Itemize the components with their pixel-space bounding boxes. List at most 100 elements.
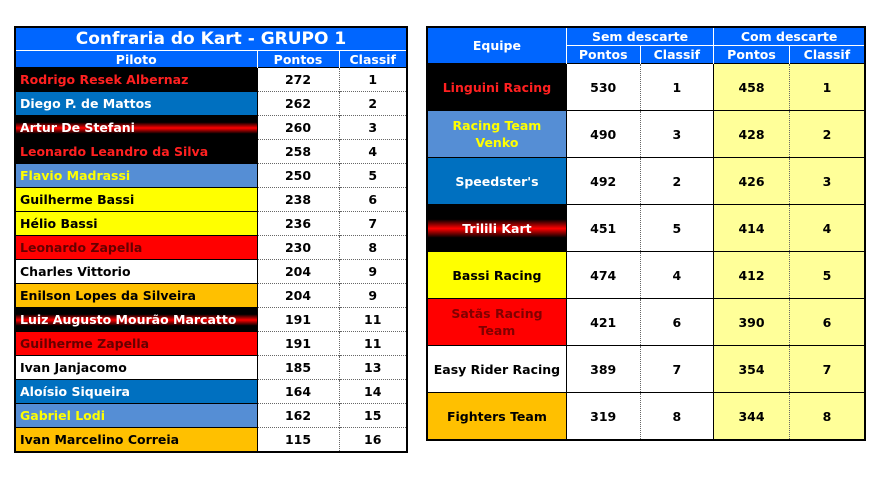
header-piloto: Piloto <box>15 50 257 68</box>
team-com-rank: 7 <box>789 345 865 393</box>
driver-row: Luiz Augusto Mourão Marcatto 191 11 <box>15 307 407 332</box>
driver-name: Diego P. de Mattos <box>15 91 258 116</box>
team-sem-rank: 7 <box>640 345 715 393</box>
header-classif: Classif <box>338 50 407 68</box>
driver-row: Diego P. de Mattos 262 2 <box>15 91 407 116</box>
team-com-rank: 3 <box>789 157 865 205</box>
driver-rank: 7 <box>339 211 407 236</box>
team-com-points: 428 <box>713 110 790 158</box>
driver-points: 250 <box>257 163 340 188</box>
driver-name: Hélio Bassi <box>15 211 258 236</box>
driver-row: Flavio Madrassi 250 5 <box>15 163 407 188</box>
driver-points: 236 <box>257 211 340 236</box>
team-name: Trilili Kart <box>427 204 567 252</box>
driver-points: 191 <box>257 331 340 356</box>
drivers-table-title: Confraria do Kart - GRUPO 1 <box>15 27 407 51</box>
team-com-points: 344 <box>713 392 790 440</box>
driver-name: Ivan Marcelino Correia <box>15 427 258 452</box>
team-name: Fighters Team <box>427 392 567 440</box>
driver-points: 204 <box>257 259 340 284</box>
driver-rank: 11 <box>339 331 407 356</box>
driver-points: 230 <box>257 235 340 260</box>
driver-row: Guilherme Bassi 238 6 <box>15 187 407 212</box>
driver-name: Flavio Madrassi <box>15 163 258 188</box>
driver-name: Rodrigo Resek Albernaz <box>15 67 258 92</box>
team-name: Racing Team Venko <box>427 110 567 158</box>
team-sem-rank: 1 <box>640 63 715 111</box>
driver-rank: 13 <box>339 355 407 380</box>
header-com-descarte: Com descarte <box>713 27 865 46</box>
header-com-classif: Classif <box>788 45 865 64</box>
driver-points: 115 <box>257 427 340 452</box>
team-sem-points: 492 <box>566 157 641 205</box>
drivers-standings-table: Confraria do Kart - GRUPO 1 Piloto Ponto… <box>14 26 408 453</box>
driver-row: Leonardo Leandro da Silva 258 4 <box>15 139 407 164</box>
driver-points: 164 <box>257 379 340 404</box>
driver-row: Charles Vittorio 204 9 <box>15 259 407 284</box>
driver-rank: 14 <box>339 379 407 404</box>
driver-name: Guilherme Bassi <box>15 187 258 212</box>
driver-row: Aloísio Siqueira 164 14 <box>15 379 407 404</box>
driver-rank: 16 <box>339 427 407 452</box>
team-sem-rank: 5 <box>640 204 715 252</box>
team-com-points: 354 <box>713 345 790 393</box>
team-sem-rank: 8 <box>640 392 715 440</box>
driver-name: Gabriel Lodi <box>15 403 258 428</box>
team-com-points: 458 <box>713 63 790 111</box>
driver-rank: 3 <box>339 115 407 140</box>
driver-rank: 5 <box>339 163 407 188</box>
driver-name: Enilson Lopes da Silveira <box>15 283 258 308</box>
header-pontos: Pontos <box>256 50 339 68</box>
team-com-rank: 6 <box>789 298 865 346</box>
driver-name: Aloísio Siqueira <box>15 379 258 404</box>
driver-name: Artur De Stefani <box>15 115 258 140</box>
driver-points: 191 <box>257 307 340 332</box>
team-com-rank: 4 <box>789 204 865 252</box>
team-sem-points: 530 <box>566 63 641 111</box>
driver-row: Enilson Lopes da Silveira 204 9 <box>15 283 407 308</box>
team-com-points: 390 <box>713 298 790 346</box>
header-com-pontos: Pontos <box>713 45 790 64</box>
header-sem-descarte: Sem descarte <box>566 27 715 46</box>
team-name: Satãs Racing Team <box>427 298 567 346</box>
header-sem-pontos: Pontos <box>566 45 641 64</box>
team-row: Fighters Team 319 8 344 8 <box>427 392 865 440</box>
team-row: Satãs Racing Team 421 6 390 6 <box>427 298 865 346</box>
team-sem-points: 474 <box>566 251 641 299</box>
driver-points: 272 <box>257 67 340 92</box>
team-name: Linguini Racing <box>427 63 567 111</box>
teams-standings-table: Equipe Sem descarte Com descarte Pontos … <box>426 26 866 441</box>
driver-row: Artur De Stefani 260 3 <box>15 115 407 140</box>
team-sem-points: 451 <box>566 204 641 252</box>
driver-name: Charles Vittorio <box>15 259 258 284</box>
header-sem-classif: Classif <box>639 45 714 64</box>
driver-row: Leonardo Zapella 230 8 <box>15 235 407 260</box>
team-row: Speedster's 492 2 426 3 <box>427 157 865 205</box>
driver-row: Guilherme Zapella 191 11 <box>15 331 407 356</box>
team-row: Easy Rider Racing 389 7 354 7 <box>427 345 865 393</box>
team-sem-rank: 3 <box>640 110 715 158</box>
driver-points: 185 <box>257 355 340 380</box>
driver-rank: 6 <box>339 187 407 212</box>
team-row: Trilili Kart 451 5 414 4 <box>427 204 865 252</box>
driver-points: 262 <box>257 91 340 116</box>
team-com-points: 414 <box>713 204 790 252</box>
driver-points: 204 <box>257 283 340 308</box>
driver-name: Leonardo Zapella <box>15 235 258 260</box>
driver-name: Guilherme Zapella <box>15 331 258 356</box>
team-row: Linguini Racing 530 1 458 1 <box>427 63 865 111</box>
team-sem-rank: 2 <box>640 157 715 205</box>
driver-row: Gabriel Lodi 162 15 <box>15 403 407 428</box>
driver-row: Ivan Marcelino Correia 115 16 <box>15 427 407 452</box>
driver-rank: 11 <box>339 307 407 332</box>
driver-row: Hélio Bassi 236 7 <box>15 211 407 236</box>
driver-rank: 9 <box>339 283 407 308</box>
driver-rank: 2 <box>339 91 407 116</box>
team-sem-points: 490 <box>566 110 641 158</box>
team-com-rank: 2 <box>789 110 865 158</box>
team-com-rank: 1 <box>789 63 865 111</box>
team-sem-rank: 6 <box>640 298 715 346</box>
team-row: Bassi Racing 474 4 412 5 <box>427 251 865 299</box>
team-com-rank: 8 <box>789 392 865 440</box>
driver-points: 238 <box>257 187 340 212</box>
